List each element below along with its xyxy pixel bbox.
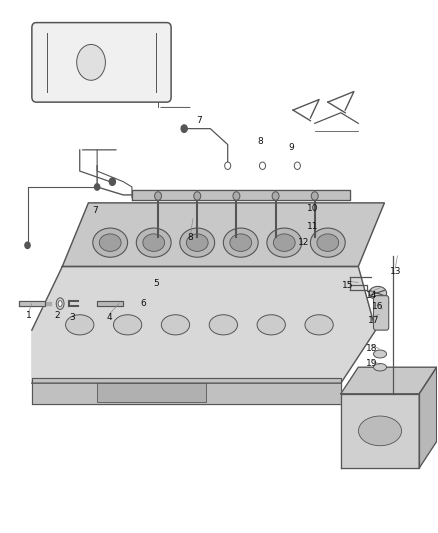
Polygon shape	[32, 378, 341, 405]
Polygon shape	[341, 394, 419, 468]
Text: 8: 8	[258, 138, 263, 147]
Circle shape	[294, 162, 300, 169]
Text: 10: 10	[307, 204, 318, 213]
Ellipse shape	[257, 315, 286, 335]
Text: 14: 14	[366, 291, 377, 300]
Circle shape	[194, 192, 201, 200]
FancyBboxPatch shape	[32, 22, 171, 102]
FancyBboxPatch shape	[97, 383, 206, 402]
Ellipse shape	[209, 315, 237, 335]
Polygon shape	[19, 301, 45, 306]
Ellipse shape	[267, 228, 302, 257]
Circle shape	[181, 125, 187, 132]
Ellipse shape	[77, 44, 106, 80]
Circle shape	[95, 184, 100, 190]
Polygon shape	[341, 367, 437, 394]
Text: 12: 12	[298, 238, 310, 247]
Circle shape	[311, 192, 318, 200]
Text: 7: 7	[92, 206, 98, 215]
Ellipse shape	[136, 228, 171, 257]
Circle shape	[110, 178, 116, 185]
Ellipse shape	[273, 234, 295, 252]
Text: 11: 11	[307, 222, 318, 231]
Text: 13: 13	[389, 268, 401, 276]
Text: 7: 7	[197, 116, 202, 125]
Text: 5: 5	[153, 279, 159, 288]
Ellipse shape	[311, 228, 345, 257]
Circle shape	[259, 162, 265, 169]
Ellipse shape	[369, 286, 387, 300]
Circle shape	[155, 192, 162, 200]
Ellipse shape	[223, 228, 258, 257]
Ellipse shape	[305, 315, 333, 335]
Ellipse shape	[143, 234, 165, 252]
Text: 17: 17	[368, 316, 379, 325]
Ellipse shape	[374, 364, 387, 371]
Polygon shape	[97, 301, 123, 306]
Ellipse shape	[56, 298, 64, 310]
Ellipse shape	[93, 228, 127, 257]
Text: 9: 9	[288, 143, 294, 152]
Polygon shape	[45, 302, 51, 305]
Text: 3: 3	[70, 313, 75, 322]
Ellipse shape	[161, 315, 190, 335]
Text: 19: 19	[366, 359, 377, 367]
Text: 16: 16	[372, 302, 384, 311]
Ellipse shape	[99, 234, 121, 252]
Circle shape	[225, 162, 231, 169]
Text: 6: 6	[140, 299, 146, 308]
Text: 2: 2	[54, 311, 60, 320]
Ellipse shape	[180, 228, 215, 257]
Polygon shape	[419, 367, 437, 468]
Text: 8: 8	[188, 233, 194, 242]
Polygon shape	[62, 203, 385, 266]
Text: 1: 1	[26, 311, 32, 320]
Polygon shape	[32, 266, 376, 383]
Circle shape	[272, 192, 279, 200]
Ellipse shape	[66, 315, 94, 335]
FancyBboxPatch shape	[374, 296, 389, 330]
Ellipse shape	[58, 301, 62, 306]
Polygon shape	[132, 190, 350, 200]
Ellipse shape	[186, 234, 208, 252]
Circle shape	[25, 242, 30, 248]
Circle shape	[233, 192, 240, 200]
Ellipse shape	[317, 234, 339, 252]
Text: 4: 4	[106, 313, 112, 322]
Ellipse shape	[113, 315, 142, 335]
Text: 18: 18	[366, 344, 377, 353]
Ellipse shape	[374, 350, 387, 358]
Text: 15: 15	[342, 280, 353, 289]
Ellipse shape	[358, 416, 402, 446]
Ellipse shape	[230, 234, 252, 252]
